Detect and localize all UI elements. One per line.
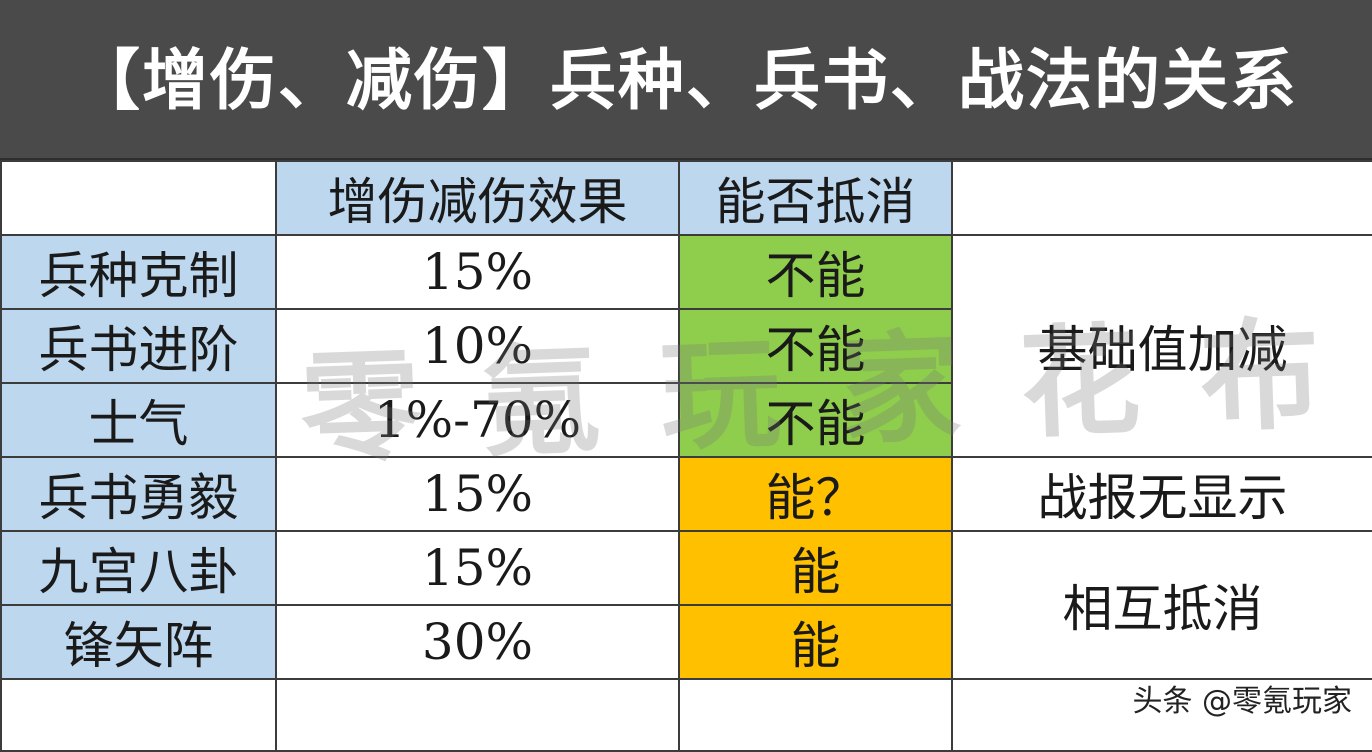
row-label: 兵种克制: [0, 234, 277, 310]
title-banner: 【增伤、减伤】兵种、兵书、战法的关系: [0, 0, 1372, 160]
offset-value: 能？: [678, 456, 953, 532]
offset-value: 不能: [678, 382, 953, 458]
effect-value: 15%: [275, 234, 680, 310]
effect-value: 10%: [275, 308, 680, 384]
note-report: 战报无显示: [951, 456, 1372, 532]
column-header-blank: [951, 160, 1372, 236]
effect-value: 15%: [275, 456, 680, 532]
corner-cell: [0, 160, 277, 236]
table-row: 锋矢阵 30% 能: [0, 604, 1372, 680]
table-row: 兵种克制 15% 不能 基础值加减: [0, 234, 1372, 458]
relationship-table: 增伤减伤效果 能否抵消 兵种克制 15% 不能 基础值加减 兵书进阶 10% 不…: [0, 160, 1372, 752]
note-mutual: 相互抵消: [951, 530, 1372, 680]
page-title: 【增伤、减伤】兵种、兵书、战法的关系: [74, 42, 1298, 119]
column-header-effect: 增伤减伤效果: [275, 160, 680, 236]
table-row: 九宫八卦 15% 能 相互抵消: [0, 530, 1372, 680]
offset-value: 能: [678, 530, 953, 606]
row-label: 九宫八卦: [0, 530, 277, 606]
empty-cell: [275, 678, 680, 752]
offset-value: 不能: [678, 308, 953, 384]
column-header-offset: 能否抵消: [678, 160, 953, 236]
row-label: 士气: [0, 382, 277, 458]
empty-cell: [0, 678, 277, 752]
row-label: 锋矢阵: [0, 604, 277, 680]
table-row: 士气 1%-70% 不能: [0, 382, 1372, 458]
offset-value: 不能: [678, 234, 953, 310]
table-row: 兵书进阶 10% 不能: [0, 308, 1372, 384]
effect-value: 15%: [275, 530, 680, 606]
note-base: 基础值加减: [951, 234, 1372, 458]
header-row: 增伤减伤效果 能否抵消: [0, 160, 1372, 236]
empty-cell: [678, 678, 953, 752]
effect-value: 1%-70%: [275, 382, 680, 458]
table-row: 兵书勇毅 15% 能？ 战报无显示: [0, 456, 1372, 532]
row-label: 兵书进阶: [0, 308, 277, 384]
offset-value: 能: [678, 604, 953, 680]
row-label: 兵书勇毅: [0, 456, 277, 532]
effect-value: 30%: [275, 604, 680, 680]
source-credit: 头条 @零氪玩家: [1132, 684, 1352, 719]
